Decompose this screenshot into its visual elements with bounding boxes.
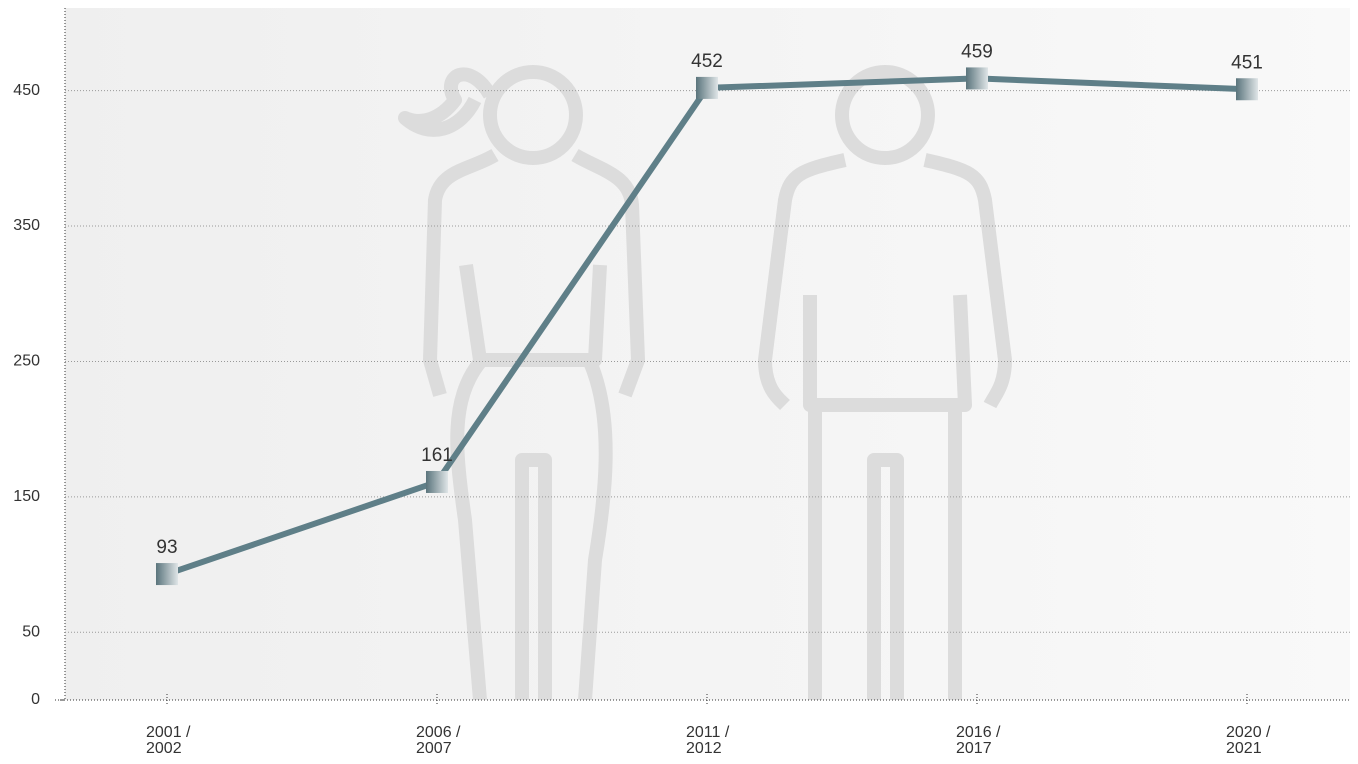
data-label: 161	[421, 445, 453, 466]
x-tick-label: 2011 / 2012	[686, 724, 730, 757]
marker	[696, 76, 718, 99]
marker	[156, 563, 178, 586]
silhouettes	[398, 65, 1012, 700]
x-tick-label: 2016 / 2017	[956, 724, 1001, 757]
data-label: 451	[1231, 52, 1263, 73]
data-label: 452	[691, 51, 723, 72]
marker	[426, 470, 448, 493]
y-tick-label: 350	[13, 217, 40, 234]
x-tick-label: 2006 / 2007	[416, 724, 461, 757]
x-tick-label: 2001 / 2002	[146, 724, 191, 757]
x-tick-label: 2020 / 2021	[1226, 724, 1271, 757]
data-label: 93	[156, 537, 177, 558]
plot-background	[65, 8, 1350, 700]
marker	[1236, 78, 1258, 101]
data-label: 459	[961, 41, 993, 62]
y-tick-label: 0	[31, 691, 40, 708]
marker	[966, 67, 988, 90]
y-tick-label: 50	[22, 624, 40, 641]
y-tick-label: 450	[13, 82, 40, 99]
y-tick-label: 250	[13, 353, 40, 370]
y-tick-label: 150	[13, 488, 40, 505]
